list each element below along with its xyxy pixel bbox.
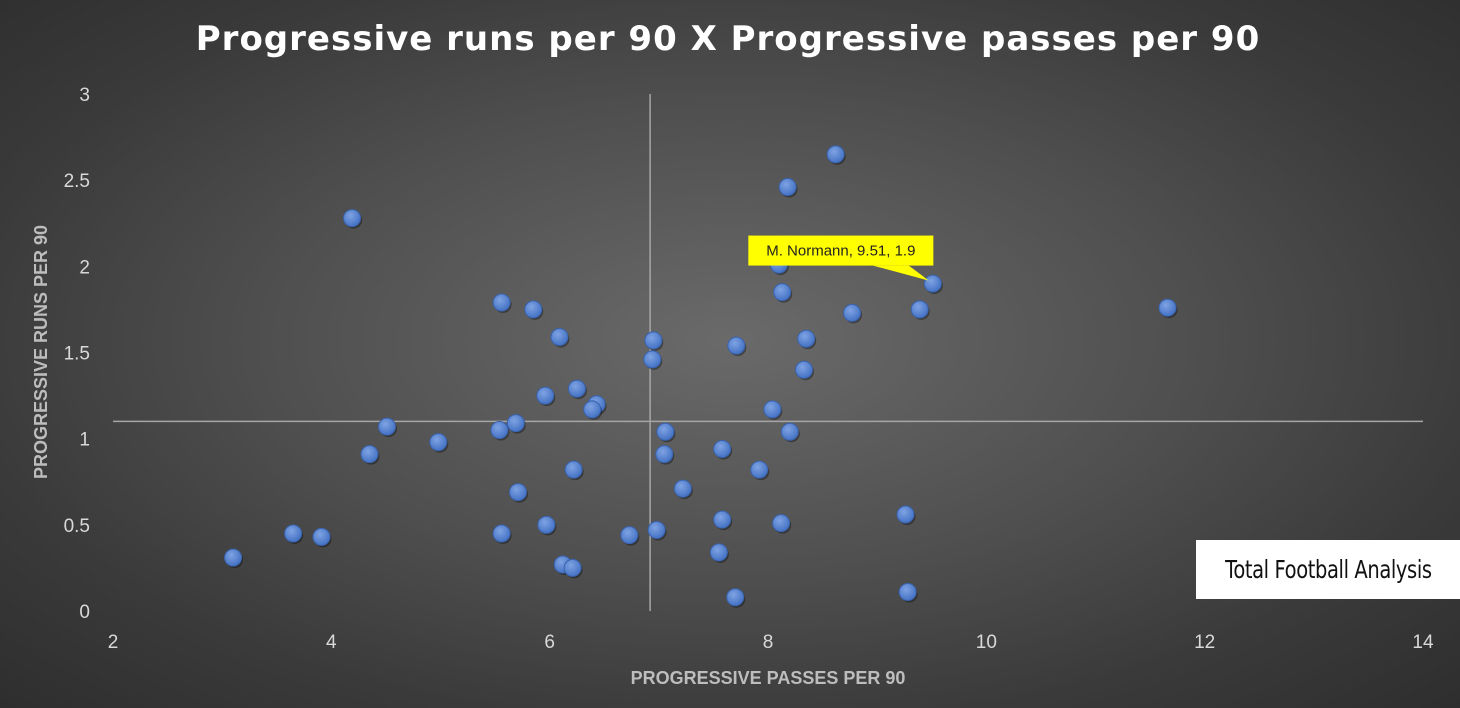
data-point bbox=[492, 293, 511, 312]
data-point bbox=[656, 422, 675, 441]
x-tick-label: 8 bbox=[763, 632, 774, 653]
data-point bbox=[898, 583, 917, 602]
data-point bbox=[763, 400, 782, 419]
data-point bbox=[563, 558, 582, 577]
data-point bbox=[647, 521, 666, 540]
callout-label: M. Normann, 9.51, 1.9 bbox=[766, 243, 915, 260]
x-tick-label: 4 bbox=[326, 632, 337, 653]
data-point bbox=[772, 514, 791, 533]
annotation-callout: M. Normann, 9.51, 1.9 bbox=[748, 235, 934, 281]
data-point bbox=[564, 460, 583, 479]
total-football-analysis-logo: Total Football Analysis bbox=[1196, 540, 1460, 599]
data-point bbox=[537, 515, 556, 534]
data-point bbox=[343, 209, 362, 228]
data-point bbox=[284, 524, 303, 543]
data-point bbox=[713, 510, 732, 529]
y-tick-label: 0 bbox=[79, 602, 90, 623]
data-point bbox=[673, 479, 692, 498]
data-point bbox=[795, 360, 814, 379]
data-point bbox=[709, 543, 728, 562]
logo-text: Total Football Analysis bbox=[1224, 555, 1432, 584]
data-point bbox=[360, 445, 379, 464]
y-tick-label: 3 bbox=[79, 85, 90, 106]
chart-title: Progressive runs per 90 X Progressive pa… bbox=[196, 19, 1260, 59]
y-tick-label: 1 bbox=[79, 430, 90, 451]
data-point bbox=[378, 417, 397, 436]
data-point bbox=[224, 548, 243, 567]
x-tick-label: 6 bbox=[544, 632, 555, 653]
y-tick-label: 1.5 bbox=[64, 344, 90, 365]
data-point bbox=[509, 483, 528, 502]
data-point bbox=[429, 433, 448, 452]
data-point bbox=[910, 300, 929, 319]
data-point bbox=[780, 422, 799, 441]
data-point bbox=[643, 350, 662, 369]
x-tick-label: 14 bbox=[1412, 632, 1434, 653]
data-point bbox=[1158, 298, 1177, 317]
x-tick-label: 2 bbox=[108, 632, 119, 653]
data-point bbox=[773, 283, 792, 302]
data-point bbox=[490, 421, 509, 440]
data-point bbox=[583, 400, 602, 419]
y-tick-label: 2 bbox=[79, 257, 90, 278]
data-point bbox=[506, 414, 525, 433]
x-tick-label: 10 bbox=[976, 632, 997, 653]
data-point bbox=[655, 445, 674, 464]
x-tick-labels: 2 4 6 8 10 12 14 bbox=[108, 632, 1434, 653]
data-point bbox=[644, 331, 663, 350]
data-point bbox=[727, 336, 746, 355]
data-point bbox=[567, 379, 586, 398]
data-point bbox=[312, 527, 331, 546]
x-axis-label: PROGRESSIVE PASSES PER 90 bbox=[631, 668, 906, 688]
data-point bbox=[826, 145, 845, 164]
data-point bbox=[750, 460, 769, 479]
y-tick-label: 0.5 bbox=[64, 516, 90, 537]
data-point bbox=[620, 526, 639, 545]
y-tick-labels: 0 0.5 1 1.5 2 2.5 3 bbox=[64, 85, 90, 623]
data-point bbox=[536, 386, 555, 405]
data-point bbox=[896, 505, 915, 524]
data-point bbox=[923, 274, 942, 293]
data-point bbox=[778, 178, 797, 197]
data-points bbox=[224, 145, 1178, 608]
callout-box bbox=[748, 235, 934, 266]
data-point bbox=[726, 588, 745, 607]
data-point bbox=[713, 440, 732, 459]
callout-pointer bbox=[872, 265, 929, 281]
data-point bbox=[550, 327, 569, 346]
x-tick-label: 12 bbox=[1194, 632, 1215, 653]
y-axis-label: PROGRESSIVE RUNS PER 90 bbox=[31, 225, 51, 479]
reference-lines bbox=[113, 94, 1423, 611]
data-point bbox=[492, 524, 511, 543]
y-tick-label: 2.5 bbox=[64, 171, 90, 192]
data-point bbox=[797, 329, 816, 348]
data-point bbox=[843, 303, 862, 322]
data-point bbox=[524, 300, 543, 319]
